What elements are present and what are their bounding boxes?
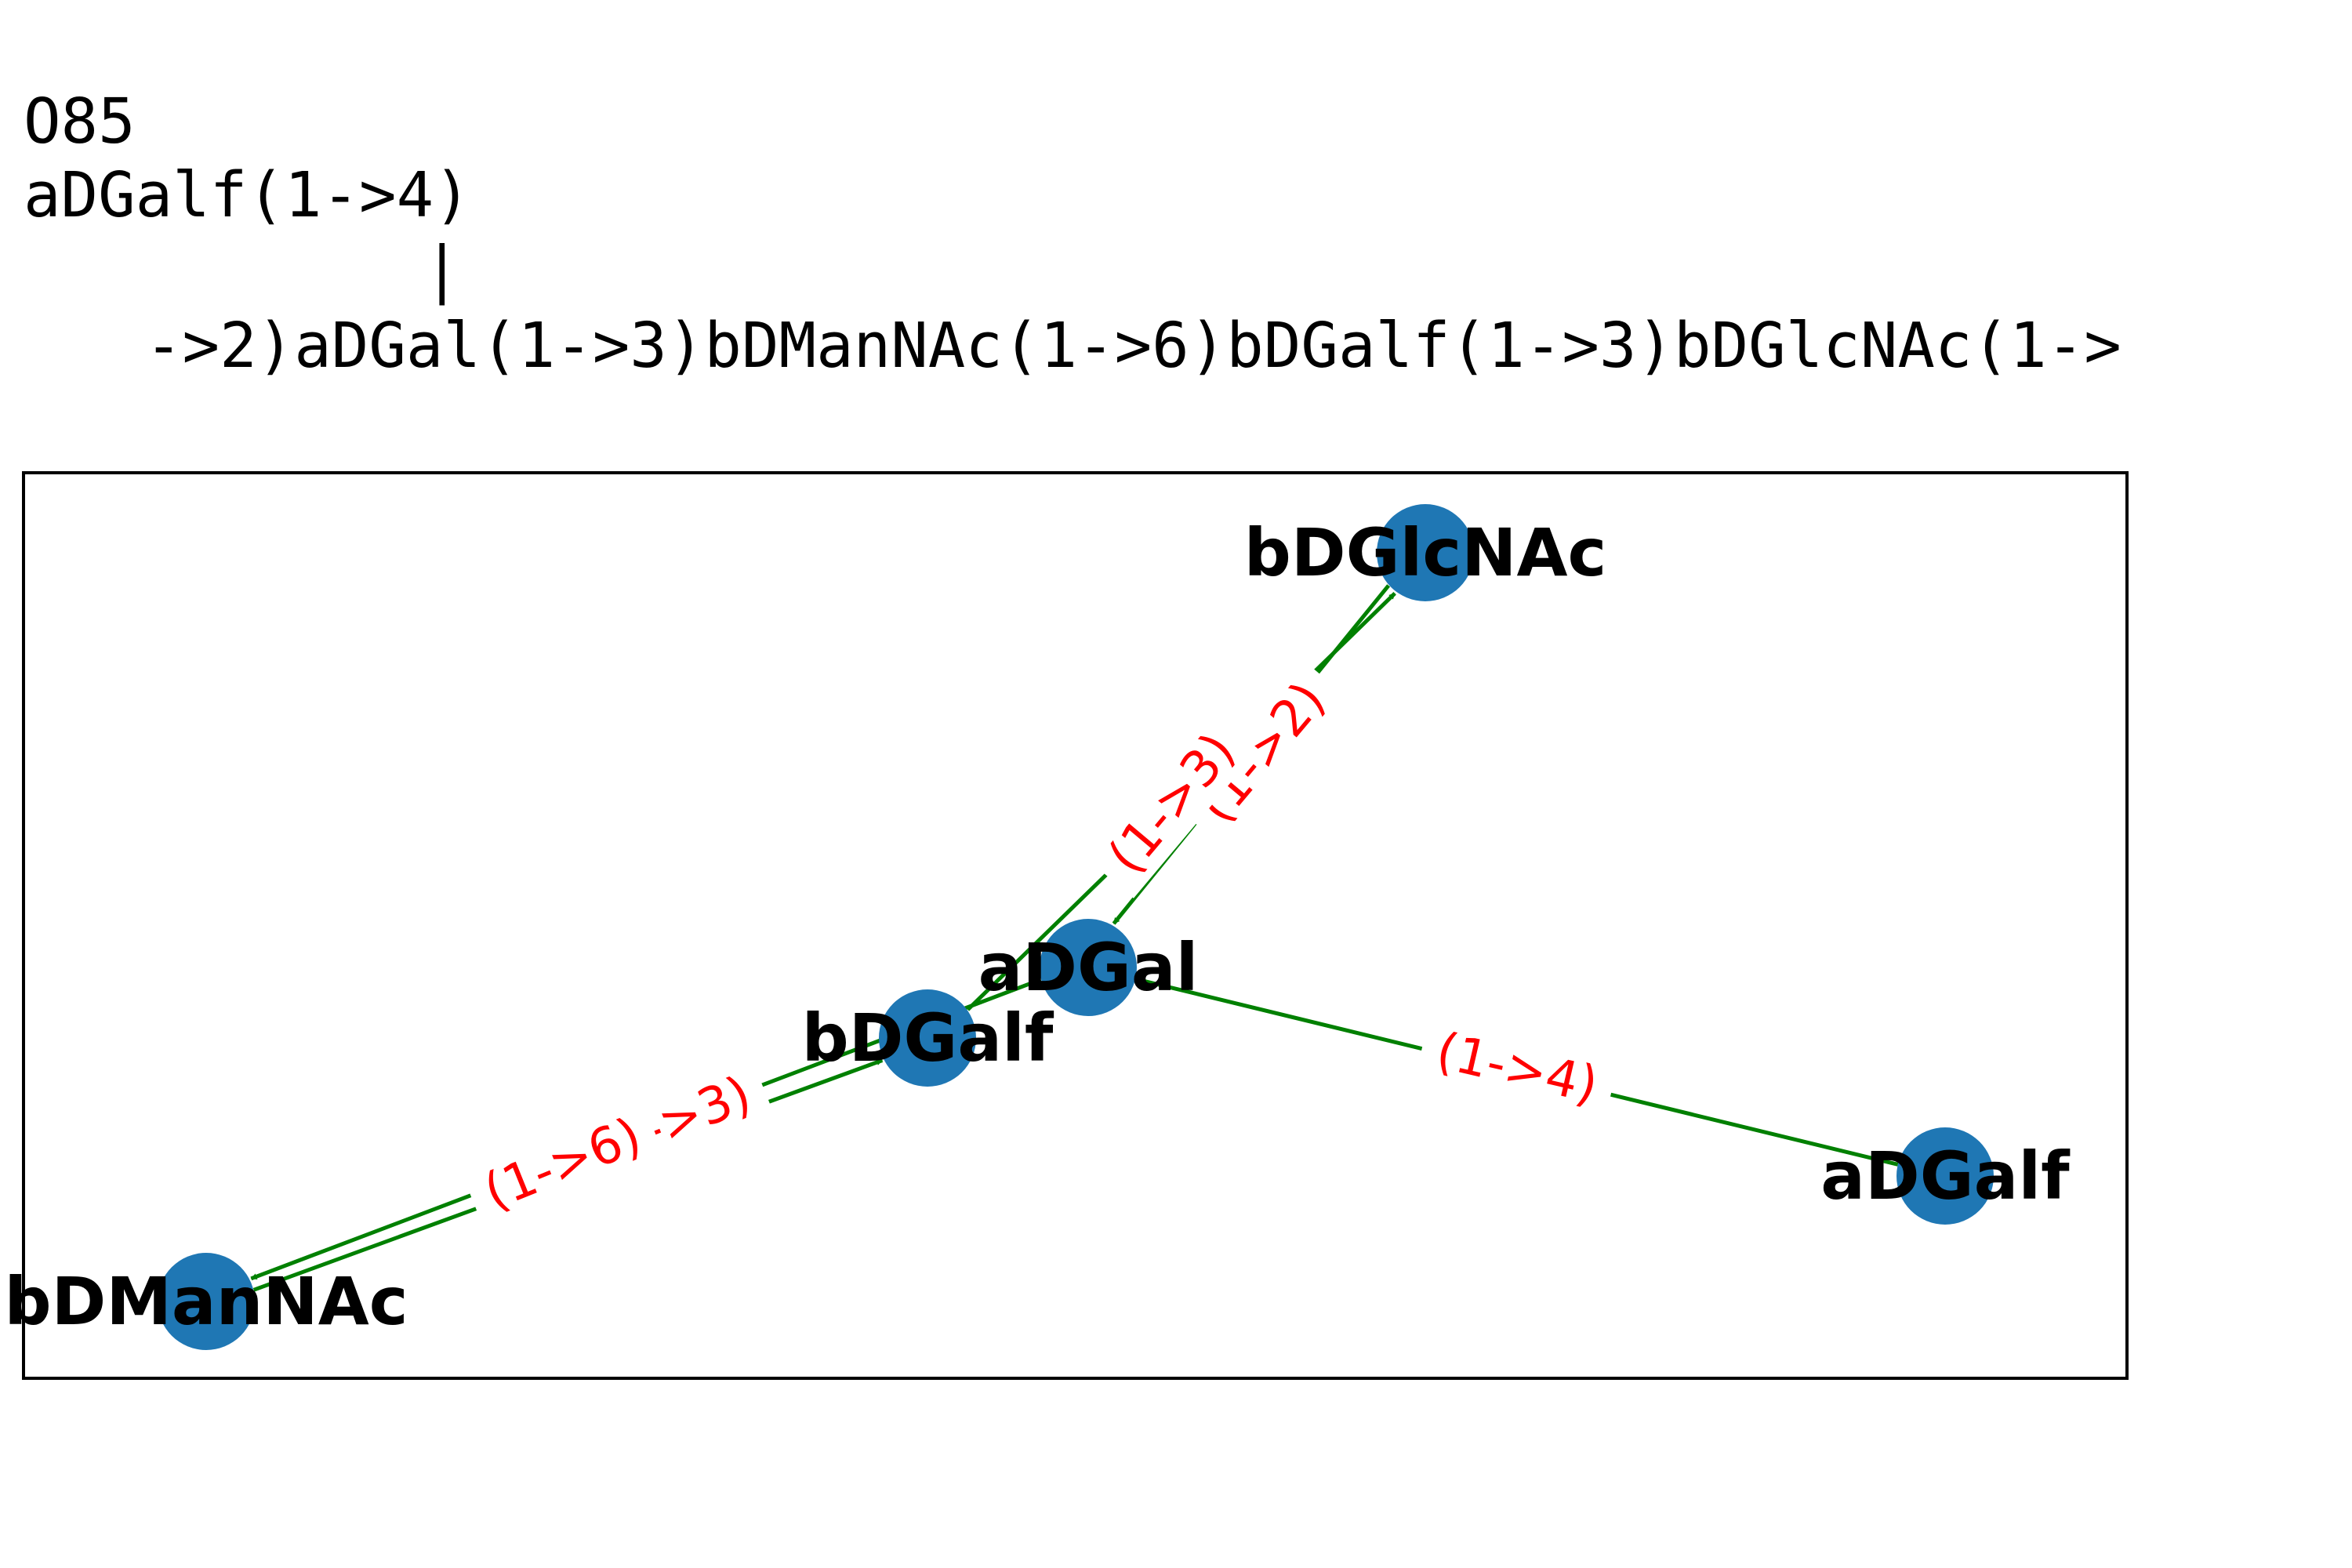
node-bDManNAc (158, 1253, 255, 1350)
edge-label: (1->6) (477, 1107, 650, 1222)
node-label-aDGal: aDGal (978, 929, 1199, 1006)
structure-branch-connector: | (423, 234, 461, 306)
structure-branch-line: aDGalf(1->4) (24, 159, 471, 231)
edge-label-group: (1->4) (1415, 1016, 1619, 1121)
node-bDGalf (879, 989, 976, 1087)
edge-label-background (461, 1098, 665, 1230)
structure-id: O85 (24, 85, 136, 158)
node-label-bDGalf: bDGalf (802, 1000, 1054, 1076)
graph-frame (22, 471, 2129, 1380)
edge-label-background (1415, 1016, 1619, 1121)
node-aDGalf (1896, 1127, 1994, 1225)
edge-label-background (1175, 658, 1349, 848)
edge-label: (1->4) (1431, 1022, 1602, 1116)
node-label-aDGalf: aDGalf (1820, 1138, 2071, 1214)
edge-label-group: (1->6) (461, 1098, 665, 1230)
node-label-bDManNAc: bDManNAc (4, 1263, 408, 1340)
edge-label-background (1085, 709, 1259, 898)
node-aDGal (1040, 919, 1137, 1016)
node-bDGlcNAc (1377, 504, 1474, 601)
nodes-layer (158, 504, 1994, 1350)
node-label-bDGlcNAc: bDGlcNAc (1244, 514, 1607, 591)
structure-main-chain: ->2)aDGal(1->3)bDManNAc(1->6)bDGalf(1->3… (145, 310, 2122, 382)
